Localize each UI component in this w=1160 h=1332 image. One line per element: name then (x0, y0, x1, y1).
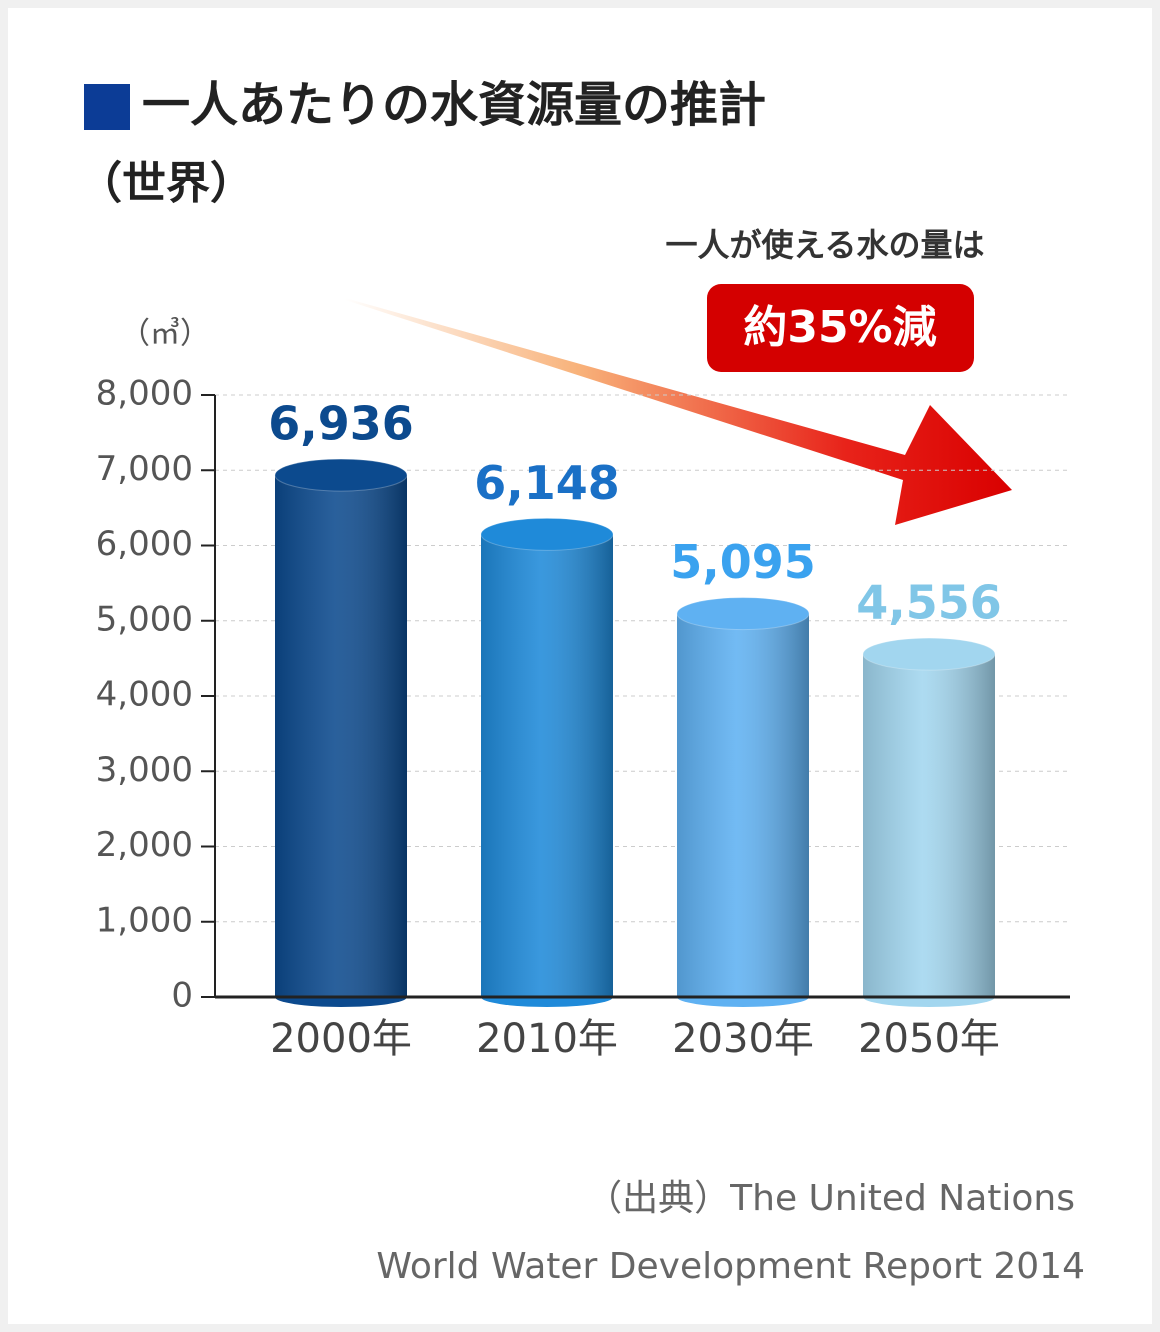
chart-subtitle: （世界） (78, 158, 254, 209)
x-tick-label: 2000年 (270, 1016, 412, 1062)
title-marker (84, 84, 130, 130)
y-tick-label: 8,000 (96, 374, 193, 414)
y-tick-label: 5,000 (96, 599, 193, 639)
y-tick-label: 7,000 (96, 449, 193, 489)
y-tick-label: 3,000 (96, 750, 193, 790)
x-tick-label: 2010年 (476, 1016, 618, 1062)
bar-shade (863, 654, 995, 997)
bar-top (274, 458, 408, 492)
y-tick-label: 2,000 (96, 825, 193, 865)
bar-top (676, 597, 810, 631)
y-axis-label: （㎥） (120, 317, 210, 352)
y-tick-label: 0 (171, 976, 193, 1016)
x-tick-label: 2030年 (672, 1016, 814, 1062)
bar-shade (677, 613, 809, 997)
badge (707, 284, 974, 372)
y-tick-label: 4,000 (96, 675, 193, 715)
annotation: 一人が使える水の量は (665, 226, 984, 264)
source: （出典）The United Nations (586, 1178, 1075, 1219)
trend-arrow (345, 298, 1012, 525)
y-tick-label: 6,000 (96, 524, 193, 564)
value-label: 6,936 (268, 397, 414, 451)
source: World Water Development Report 2014 (376, 1246, 1085, 1287)
value-label: 4,556 (856, 576, 1002, 630)
y-tick-label: 1,000 (96, 900, 193, 940)
bar-top (862, 637, 996, 671)
bar-shade (275, 475, 407, 997)
x-tick-label: 2050年 (858, 1016, 1000, 1062)
bar-shade (481, 534, 613, 997)
badge-text: 約35%減 (743, 302, 936, 353)
value-label: 5,095 (670, 535, 816, 589)
bar-top (480, 517, 614, 551)
value-label: 6,148 (474, 456, 620, 510)
chart-title: 一人あたりの水資源量の推計 (142, 77, 766, 133)
